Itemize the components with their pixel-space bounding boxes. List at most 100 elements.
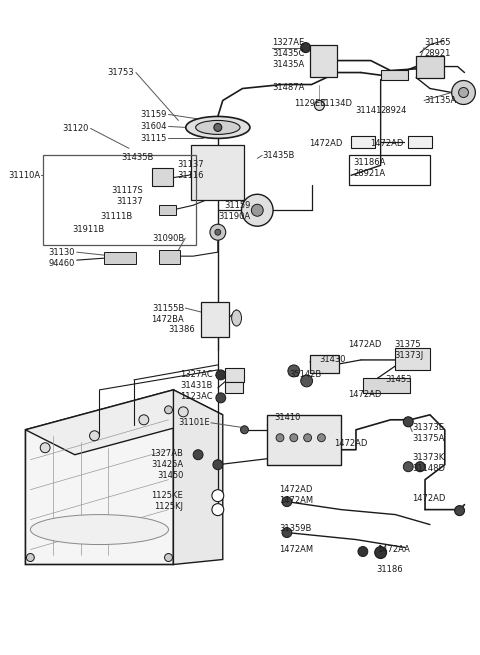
- Circle shape: [215, 229, 221, 235]
- Text: 31159: 31159: [140, 110, 167, 119]
- Text: 31487A: 31487A: [272, 83, 304, 92]
- Circle shape: [165, 553, 172, 561]
- Text: 28921: 28921: [424, 49, 450, 58]
- Text: 1472AD: 1472AD: [412, 494, 445, 503]
- Text: 31375: 31375: [395, 341, 421, 350]
- Text: 1129EC: 1129EC: [294, 99, 326, 108]
- Text: 1472AD: 1472AD: [279, 485, 312, 494]
- Circle shape: [241, 195, 273, 226]
- Text: 31186: 31186: [377, 565, 403, 574]
- Circle shape: [288, 365, 300, 377]
- Text: 31115: 31115: [140, 134, 167, 143]
- Text: 31117S: 31117S: [111, 186, 143, 195]
- Bar: [225, 382, 242, 393]
- Circle shape: [212, 504, 224, 515]
- Circle shape: [304, 434, 312, 441]
- Ellipse shape: [30, 515, 168, 544]
- Text: 31101E: 31101E: [178, 419, 210, 427]
- Circle shape: [139, 415, 149, 425]
- Circle shape: [282, 496, 292, 506]
- Circle shape: [300, 43, 311, 52]
- Bar: [43, 155, 196, 245]
- Text: 31135A: 31135A: [424, 96, 456, 105]
- Circle shape: [210, 224, 226, 240]
- Text: 31134D: 31134D: [320, 99, 352, 108]
- Bar: [349, 155, 430, 185]
- Text: 31111B: 31111B: [101, 212, 133, 221]
- Circle shape: [403, 417, 413, 427]
- Polygon shape: [173, 390, 223, 565]
- Text: 1327AC: 1327AC: [180, 370, 213, 379]
- Text: 35142B: 35142B: [289, 370, 321, 379]
- Circle shape: [213, 460, 223, 470]
- Text: 31373K: 31373K: [412, 453, 444, 462]
- Text: 31431B: 31431B: [180, 381, 213, 390]
- Text: 31359B: 31359B: [279, 524, 312, 533]
- Circle shape: [314, 100, 324, 111]
- Circle shape: [375, 546, 386, 559]
- Text: 1472AA: 1472AA: [377, 545, 409, 554]
- Bar: [152, 168, 173, 186]
- Circle shape: [214, 123, 222, 132]
- Bar: [381, 69, 408, 79]
- Circle shape: [40, 443, 50, 453]
- Text: 31911B: 31911B: [72, 225, 104, 234]
- Text: 31425A: 31425A: [151, 460, 183, 469]
- Circle shape: [358, 546, 368, 557]
- Circle shape: [458, 88, 468, 98]
- Text: 31375A: 31375A: [412, 434, 444, 443]
- Text: 28921A: 28921A: [353, 169, 385, 178]
- Text: 1472AD: 1472AD: [334, 440, 368, 448]
- Text: 31137: 31137: [116, 196, 143, 206]
- Bar: [267, 415, 341, 464]
- Text: 31110A: 31110A: [8, 171, 40, 180]
- Text: 31120: 31120: [62, 124, 89, 133]
- Bar: [201, 302, 228, 337]
- Bar: [363, 378, 410, 393]
- Bar: [408, 136, 432, 149]
- Text: 31410: 31410: [274, 413, 300, 422]
- Polygon shape: [25, 390, 173, 565]
- Circle shape: [455, 506, 465, 515]
- Text: 1125KJ: 1125KJ: [154, 502, 183, 511]
- Text: 1125KE: 1125KE: [152, 491, 183, 500]
- Text: 31130: 31130: [48, 248, 75, 257]
- Text: 31116: 31116: [178, 171, 204, 180]
- Bar: [310, 355, 339, 373]
- Text: 31430: 31430: [320, 356, 346, 364]
- Text: 1472AD: 1472AD: [348, 341, 382, 350]
- Circle shape: [300, 375, 312, 387]
- Circle shape: [26, 553, 34, 561]
- Bar: [158, 205, 176, 215]
- Text: 31190A: 31190A: [218, 212, 251, 221]
- Circle shape: [216, 393, 226, 403]
- Circle shape: [252, 204, 263, 216]
- Text: 31435C: 31435C: [272, 49, 304, 58]
- Text: 94460: 94460: [48, 259, 75, 268]
- Text: 1327AE: 1327AE: [272, 38, 304, 47]
- Text: 31453: 31453: [385, 375, 412, 384]
- Text: 31186A: 31186A: [353, 158, 385, 167]
- Text: 1327AB: 1327AB: [150, 449, 183, 458]
- Circle shape: [240, 426, 249, 434]
- Bar: [225, 368, 244, 382]
- Bar: [310, 45, 337, 77]
- Bar: [351, 136, 375, 149]
- Circle shape: [216, 370, 226, 380]
- Circle shape: [179, 407, 188, 417]
- Text: 1472AM: 1472AM: [279, 545, 313, 554]
- Circle shape: [282, 527, 292, 538]
- Circle shape: [403, 462, 413, 472]
- Circle shape: [165, 406, 172, 414]
- Text: 31435B: 31435B: [121, 153, 154, 162]
- Bar: [104, 252, 136, 264]
- Text: 1472AD: 1472AD: [309, 139, 342, 148]
- Circle shape: [290, 434, 298, 441]
- Bar: [416, 56, 444, 77]
- Text: 31148D: 31148D: [412, 464, 445, 473]
- Text: 31137: 31137: [178, 160, 204, 169]
- Text: 1472AD: 1472AD: [348, 390, 382, 400]
- Text: 31450: 31450: [157, 471, 183, 480]
- Circle shape: [160, 172, 173, 185]
- Text: 31165: 31165: [424, 38, 451, 47]
